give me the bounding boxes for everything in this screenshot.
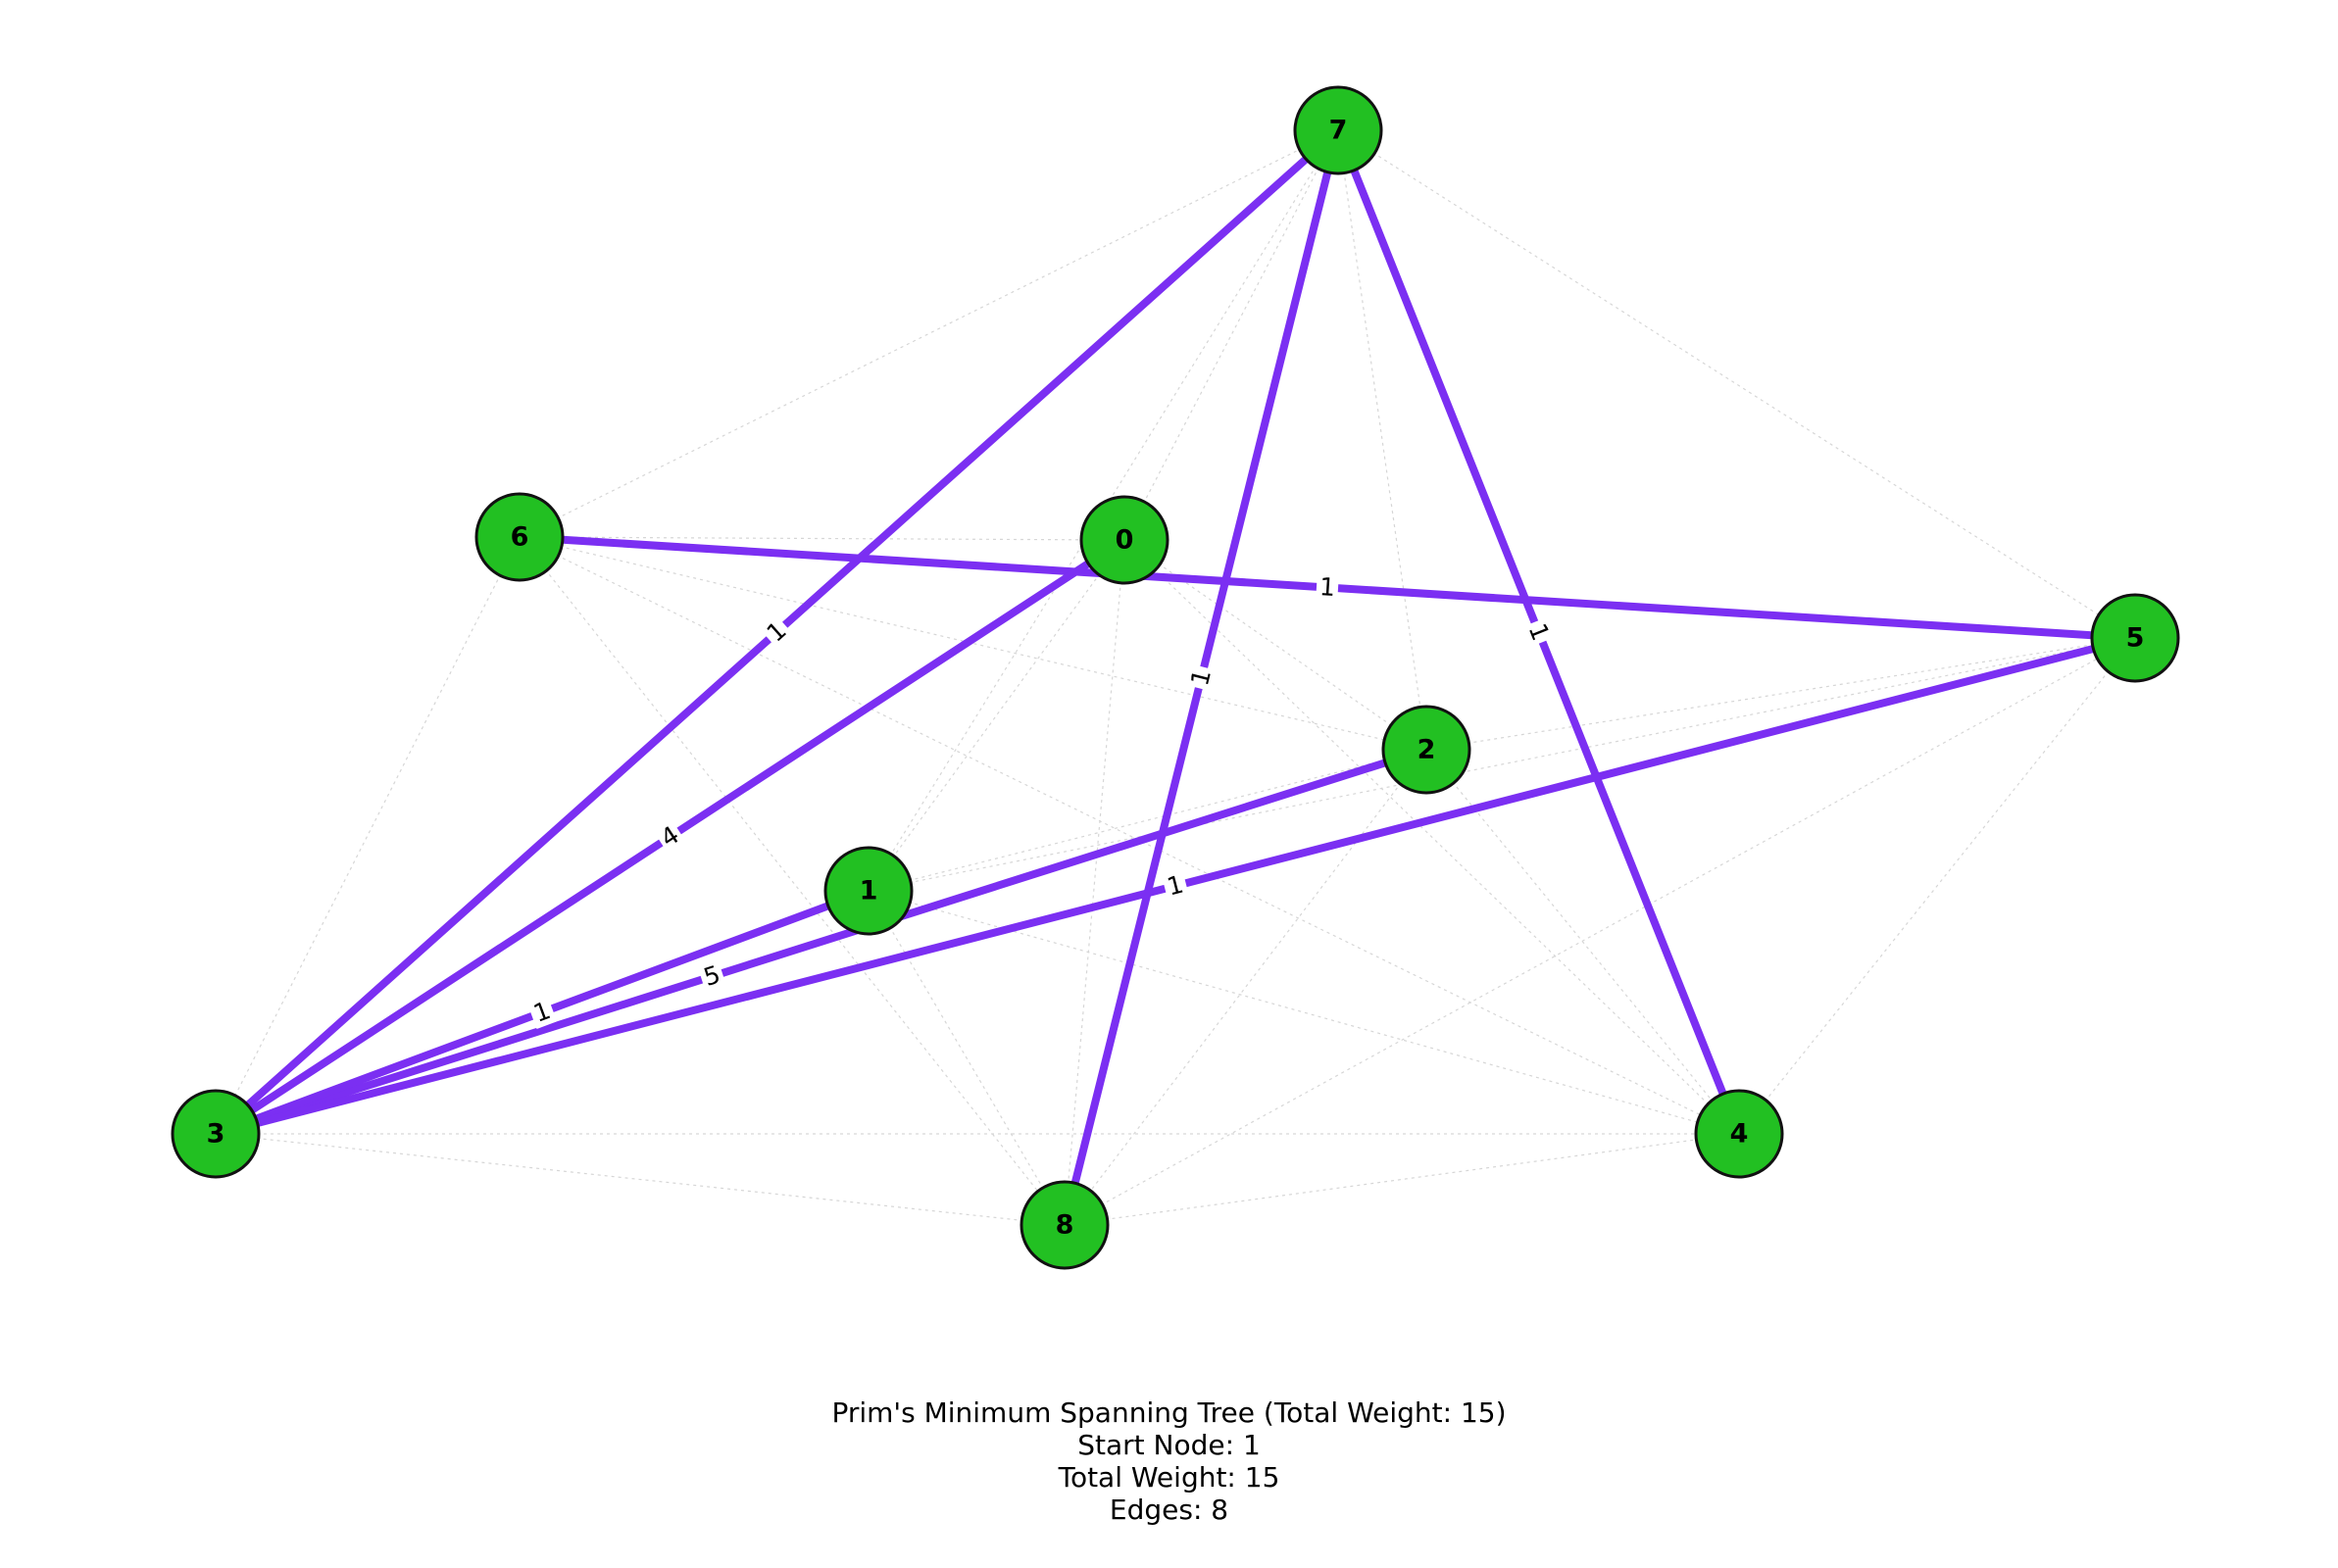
node-circle [823,846,914,936]
edge-weight-text: 1 [1185,666,1217,688]
graph-node-0: 0 [1079,495,1169,585]
edge-weight-label-bg [759,614,795,650]
graph-node-7: 7 [1293,85,1383,175]
graph-node-2: 2 [1381,705,1471,795]
background-edge-7-5 [1337,129,2136,639]
node-label: 4 [1730,1119,1749,1150]
caption-title: Prim's Minimum Spanning Tree (Total Weig… [831,1396,1507,1429]
caption-total-weight: Total Weight: 15 [1058,1461,1280,1494]
edge-weight-label-bg [1316,572,1339,603]
background-edge-0-2 [1123,539,1427,751]
edge-weight-label: 1 [1316,572,1339,603]
background-edges [215,129,2136,1226]
node-label: 2 [1418,735,1436,765]
node-circle [171,1089,261,1179]
node-label: 6 [511,522,529,553]
node-label: 8 [1056,1210,1074,1241]
edge-weight-text: 1 [1165,869,1187,901]
background-edge-6-4 [519,536,1740,1135]
mst-edge-2-3 [212,746,1430,1138]
node-circle [474,492,565,582]
background-edge-4-5 [1738,637,2136,1135]
edge-weight-label-bg [526,996,558,1029]
background-edge-6-0 [519,536,1125,541]
caption-start-node: Start Node: 1 [1077,1429,1261,1461]
mst-edges [212,126,2139,1229]
graph-node-6: 6 [474,492,565,582]
graph-caption: Prim's Minimum Spanning Tree (Total Weig… [0,1396,2338,1526]
background-edge-1-5 [868,637,2136,892]
background-edge-7-2 [1337,129,1427,751]
edge-weight-label: 1 [1161,869,1190,903]
node-label: 5 [2126,623,2145,654]
graph-node-3: 3 [171,1089,261,1179]
node-circle [1694,1089,1784,1179]
background-edge-1-8 [868,890,1066,1226]
background-edge-2-4 [1425,749,1740,1135]
background-edge-3-8 [215,1133,1066,1226]
node-circle [2090,593,2180,683]
node-circle [1381,705,1471,795]
node-label: 3 [207,1119,225,1150]
edge-weight-label-bg [1521,616,1556,648]
background-edge-2-8 [1064,749,1427,1226]
background-edge-6-8 [519,536,1066,1226]
background-edge-0-1 [868,539,1125,892]
caption-edges: Edges: 8 [1109,1494,1229,1526]
node-circle [1020,1180,1110,1270]
background-edge-8-5 [1064,637,2136,1226]
background-edge-6-3 [215,536,521,1135]
graph-node-4: 4 [1694,1089,1784,1179]
background-edge-2-5 [1425,637,2136,751]
background-edge-8-4 [1064,1133,1740,1226]
edge-weight-label-bg [1185,663,1218,692]
edge-weight-text: 1 [1318,572,1336,602]
node-circle [1079,495,1169,585]
background-edge-0-8 [1064,539,1125,1226]
background-edge-6-2 [519,536,1427,751]
node-label: 1 [860,876,878,906]
graph-node-1: 1 [823,846,914,936]
graph-node-8: 8 [1020,1180,1110,1270]
edge-weight-label-bg [697,959,727,993]
edge-weight-label: 1 [1185,663,1218,692]
node-circle [1293,85,1383,175]
node-label: 7 [1329,116,1348,146]
edge-weight-label-bg [1161,869,1190,903]
background-edge-1-2 [868,749,1427,892]
background-edge-7-0 [1123,129,1339,541]
graph-nodes: 0 1 2 3 4 5 6 7 8 [171,85,2180,1270]
edge-weight-label-bg [653,819,687,855]
background-edge-6-7 [519,129,1339,538]
edge-weight-label: 5 [697,959,727,993]
node-label: 0 [1116,525,1134,556]
edge-weight-label: 1 [1521,616,1556,648]
graph-node-5: 5 [2090,593,2180,683]
background-edge-0-4 [1123,539,1740,1135]
